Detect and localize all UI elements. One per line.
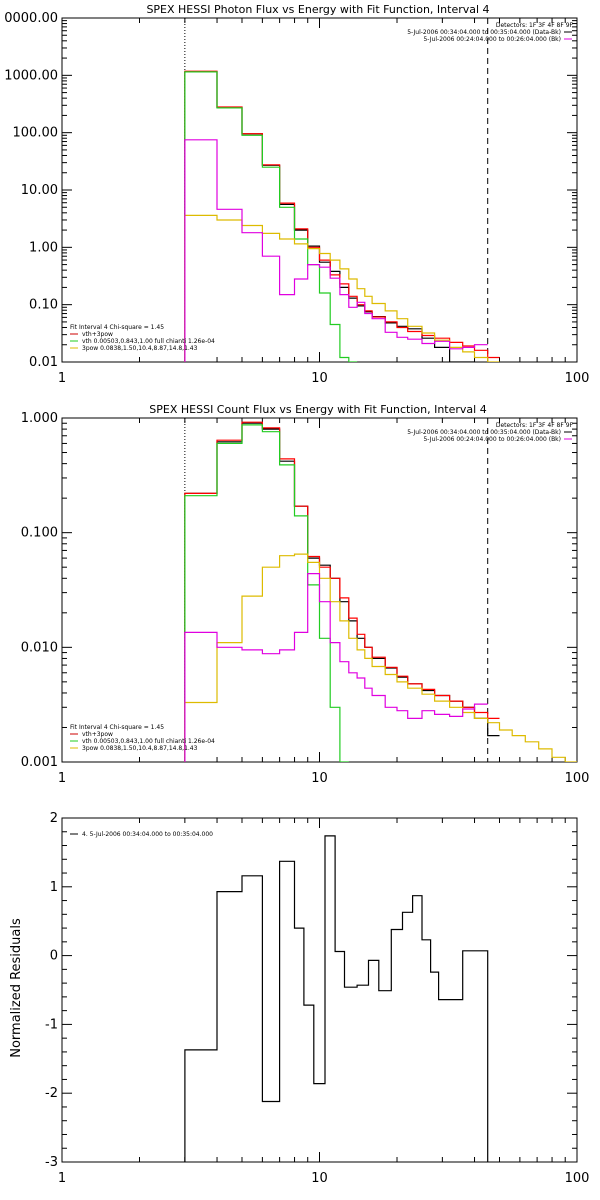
series-line	[184, 424, 349, 762]
series-line	[184, 835, 489, 1162]
count-flux-title: SPEX HESSI Count Flux vs Energy with Fit…	[149, 403, 486, 416]
plot-frame	[61, 817, 578, 1163]
residuals-panel: Normalized Residuals 1 10 100 -3 -2 -1 0 1 2 4. 5…	[9, 811, 589, 1186]
y-tick-label: 1000.00	[4, 68, 58, 83]
legend-right-item: 5-Jul-2006 00:34:04.000 to 00:35:04.000 …	[407, 29, 561, 36]
y-tick-label: 0	[50, 949, 58, 964]
x-tick-label: 100	[565, 371, 590, 386]
y-tick-label: -3	[45, 1155, 58, 1170]
residuals-y-axis-label: Normalized Residuals	[9, 918, 24, 1058]
legend-left-item: vth+3pow	[82, 731, 113, 738]
x-tick-label: 1	[58, 371, 66, 386]
y-tick-label: -2	[45, 1086, 58, 1101]
series-group	[184, 70, 500, 362]
y-tick-label: 1.00	[29, 240, 58, 255]
y-tick-label: 0000.00	[4, 11, 58, 26]
x-tick-label: 100	[565, 1171, 590, 1186]
plot-frame	[61, 17, 578, 363]
legend-left-header: Fit Interval 4 Chi-square = 1.45	[70, 724, 164, 731]
series-group	[184, 421, 577, 762]
count-flux-panel: SPEX HESSI Count Flux vs Energy with Fit…	[21, 403, 590, 786]
photon-flux-panel: SPEX HESSI Photon Flux vs Energy with Fi…	[4, 3, 589, 386]
legend-right-item: 5-Jul-2006 00:24:04.000 to 00:26:04.000 …	[423, 36, 561, 43]
y-tick-label: 0.10	[29, 298, 58, 313]
x-tick-label: 1	[58, 1171, 66, 1186]
y-tick-label: -1	[45, 1017, 58, 1032]
x-tick-label: 1	[58, 771, 66, 786]
y-tick-label: 0.100	[21, 526, 58, 541]
legend-left-item: vth+3pow	[82, 331, 113, 338]
x-tick-label: 10	[311, 371, 328, 386]
series-line	[184, 421, 500, 762]
x-tick-label: 10	[311, 771, 328, 786]
series-line	[184, 70, 500, 362]
series-line	[184, 553, 577, 762]
series-group	[184, 835, 489, 1162]
y-tick-label: 100.00	[13, 126, 59, 141]
y-tick-label: 0.001	[21, 755, 58, 770]
series-line	[184, 139, 488, 362]
legend-right-header: Detectors: 1F 3F 4F 8F 9F	[496, 22, 574, 29]
y-tick-label: 1	[50, 880, 58, 895]
photon-flux-title: SPEX HESSI Photon Flux vs Energy with Fi…	[146, 3, 489, 16]
x-tick-label: 100	[565, 771, 590, 786]
legend-left-item: 4. 5-Jul-2006 00:34:04.000 to 00:35:04.0…	[82, 831, 213, 838]
legend-left-item: vth 0.00503,0.843,1.00 full chianti 1.26…	[82, 338, 215, 345]
legend-left-header: Fit Interval 4 Chi-square = 1.45	[70, 324, 164, 331]
legend-left-item: 3pow 0.0838,1.50,10.4,8.87,14.8,1.43	[82, 745, 198, 752]
y-tick-label: 1.000	[21, 411, 58, 426]
y-tick-label: 0.01	[29, 355, 58, 370]
y-tick-label: 10.00	[21, 183, 58, 198]
x-tick-label: 10	[311, 1171, 328, 1186]
legend-left-item: vth 0.00503,0.843,1.00 full chianti 1.26…	[82, 738, 215, 745]
series-line	[184, 71, 358, 362]
legend-right-item: 5-Jul-2006 00:24:04.000 to 00:26:04.000 …	[423, 436, 561, 443]
legend-right-item: 5-Jul-2006 00:34:04.000 to 00:35:04.000 …	[407, 429, 561, 436]
y-tick-label: 0.010	[21, 640, 58, 655]
legend-left-item: 3pow 0.0838,1.50,10.4,8.87,14.8,1.43	[82, 345, 198, 352]
series-line	[184, 573, 488, 762]
series-line	[184, 422, 500, 762]
y-tick-label: 2	[50, 811, 58, 826]
legend-right-header: Detectors: 1F 3F 4F 8F 9F	[496, 422, 574, 429]
